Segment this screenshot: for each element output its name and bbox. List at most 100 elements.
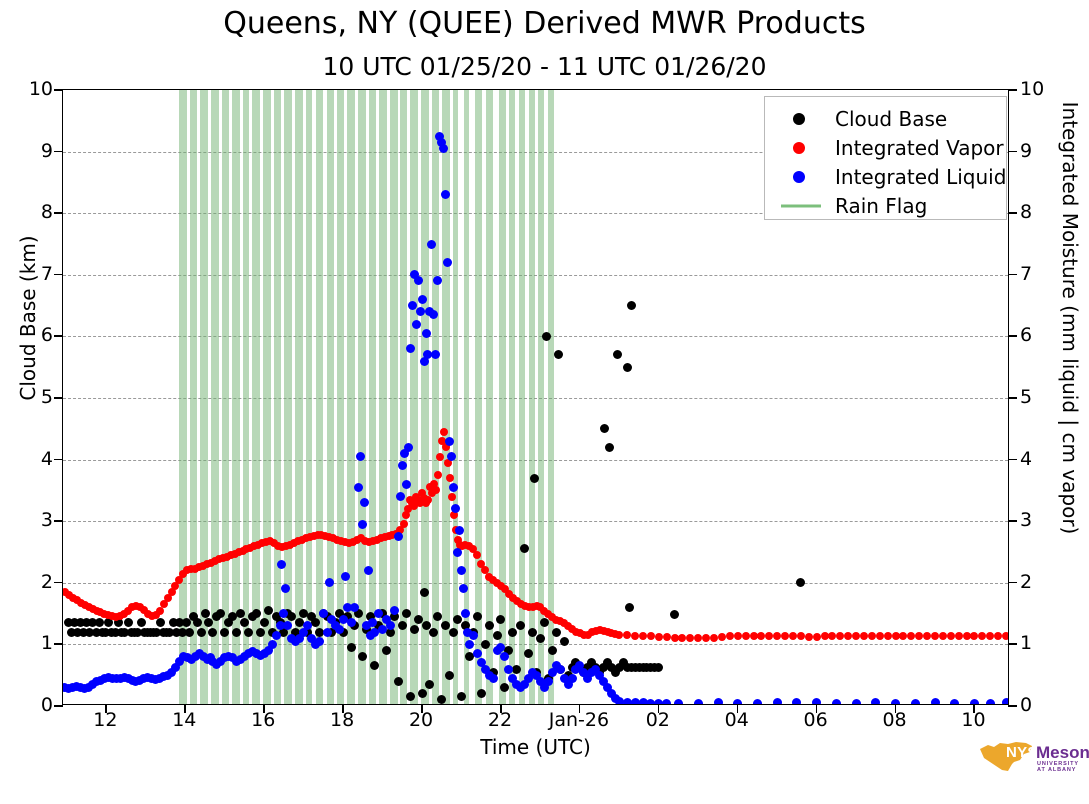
data-point (220, 627, 230, 637)
x-tick-mark (105, 705, 107, 713)
data-point (175, 618, 185, 628)
data-point (445, 670, 455, 680)
data-point (88, 618, 98, 628)
data-point (583, 631, 592, 640)
data-point (421, 621, 431, 631)
x-tick-label: 22 (487, 709, 513, 731)
data-point (528, 627, 538, 637)
data-point (334, 609, 344, 619)
data-point (469, 544, 478, 553)
data-point (370, 661, 380, 671)
y-tick-label-right: 10 (1020, 78, 1045, 100)
y-axis-label-right: Integrated Moisture (mm liquid | cm vapo… (1058, 101, 1082, 535)
y-tick-mark-right (1008, 335, 1017, 337)
x-tick-mark (578, 705, 581, 713)
y-tick-label-right: 0 (1020, 694, 1033, 716)
data-point (370, 627, 380, 637)
data-point (969, 699, 979, 704)
x-tick-label: 04 (724, 709, 749, 731)
data-point (604, 442, 614, 452)
data-point (279, 627, 289, 637)
data-point (468, 630, 478, 640)
rain-flag-band (252, 90, 261, 704)
data-point (236, 609, 246, 619)
rain-flag-band (199, 90, 209, 704)
data-point (418, 489, 427, 498)
data-point (599, 676, 609, 686)
legend-item-integrated-liquid[interactable]: Integrated Liquid (765, 161, 1008, 192)
data-point (599, 663, 609, 673)
data-point (110, 627, 120, 637)
data-point (251, 609, 261, 619)
data-point (496, 615, 506, 625)
data-point (994, 631, 1003, 640)
rain-flag-band (347, 90, 355, 704)
legend-dot-marker (793, 141, 805, 154)
data-point (831, 699, 841, 704)
data-point (606, 689, 616, 699)
data-point (275, 621, 285, 631)
data-point (423, 350, 433, 360)
data-point (314, 636, 324, 646)
data-point (192, 618, 202, 628)
data-point (796, 632, 805, 641)
rain-flag-band (410, 90, 419, 704)
legend-item-integrated-vapor[interactable]: Integrated Vapor (765, 132, 1008, 163)
data-point (453, 615, 463, 625)
data-point (271, 612, 281, 622)
data-point (694, 634, 703, 643)
rain-flag-band (528, 90, 535, 704)
data-point (303, 621, 313, 631)
data-point (938, 631, 947, 640)
y-tick-label-left: 2 (40, 570, 53, 593)
rain-flag-band (337, 90, 345, 704)
data-point (441, 443, 450, 452)
data-point (792, 697, 802, 704)
data-point (725, 632, 734, 641)
x-tick-label: 20 (408, 709, 434, 731)
data-point (435, 131, 445, 141)
data-point (852, 631, 861, 640)
data-point (151, 610, 160, 619)
data-point (595, 670, 605, 680)
legend-item-cloud-base[interactable]: Cloud Base (765, 103, 1008, 134)
data-point (851, 699, 861, 704)
data-point (443, 458, 452, 467)
data-point (457, 692, 467, 702)
data-point (104, 618, 114, 628)
data-point (539, 683, 549, 693)
data-point (686, 634, 695, 643)
rain-flag-band (548, 90, 555, 704)
data-point (453, 535, 462, 544)
y-tick-mark-right (1008, 273, 1017, 276)
gridline (63, 459, 1008, 461)
data-point (812, 633, 821, 641)
data-point (168, 618, 178, 628)
data-point (307, 633, 317, 643)
rain-flag-band (295, 90, 303, 704)
data-point (500, 584, 509, 593)
data-point (416, 498, 425, 507)
data-point (532, 670, 541, 680)
data-point (395, 492, 405, 502)
data-point (360, 498, 370, 508)
rain-flag-band (378, 90, 387, 704)
data-point (559, 673, 569, 683)
rain-flag-band (389, 90, 398, 704)
x-tick-mark (184, 705, 186, 713)
data-point (638, 698, 648, 704)
data-point (587, 658, 597, 668)
data-point (295, 618, 305, 628)
data-point (437, 695, 447, 704)
data-point (403, 442, 413, 452)
data-point (449, 627, 459, 637)
x-tick-mark (657, 705, 660, 713)
data-point (970, 631, 979, 640)
data-point (603, 683, 613, 693)
legend-item-rain-flag[interactable]: Rain Flag (765, 190, 1008, 221)
data-point (733, 631, 742, 640)
data-point (662, 633, 671, 641)
data-point (504, 589, 513, 598)
x-tick-mark (342, 705, 344, 713)
data-point (626, 301, 636, 311)
